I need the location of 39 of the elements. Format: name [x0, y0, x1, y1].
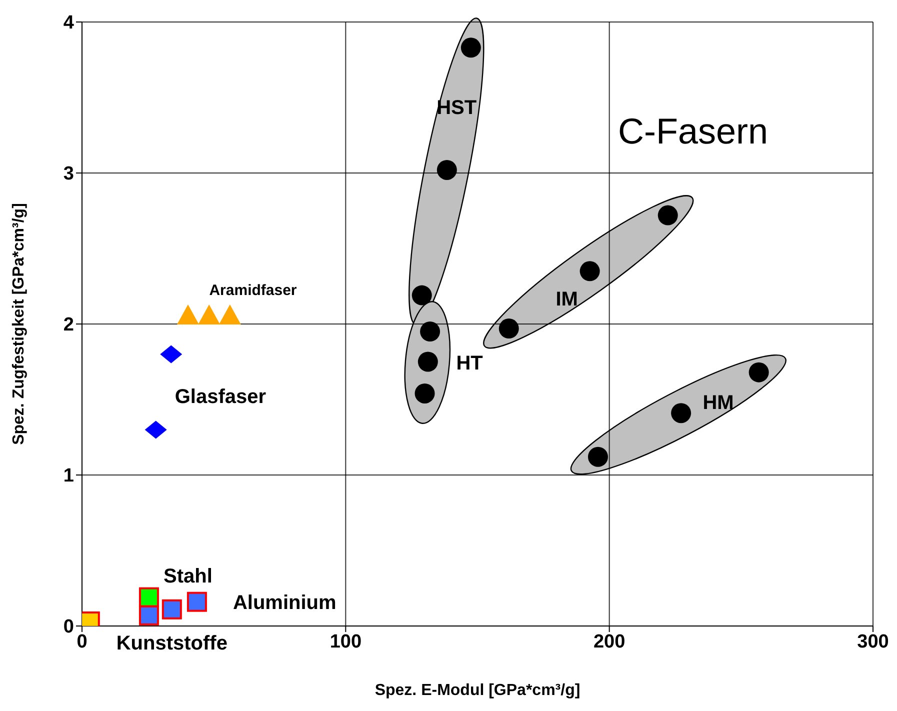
- series-label: Aluminium: [232, 592, 336, 614]
- y-tick-label: 3: [63, 164, 74, 185]
- y-axis-title: Spez. Zugfestigkeit [GPa*cm³/g]: [10, 203, 28, 445]
- annotation: C-Fasern: [618, 110, 768, 152]
- series-label: IM: [556, 288, 578, 311]
- point: [420, 322, 440, 342]
- y-tick-label: 1: [63, 466, 74, 487]
- point: [671, 403, 692, 424]
- x-tick-label: 200: [593, 631, 626, 652]
- x-tick-label: 300: [857, 631, 889, 652]
- series-label: HT: [456, 352, 483, 374]
- point: [138, 587, 159, 608]
- series-label: Glasfaser: [174, 386, 266, 408]
- point: [658, 205, 678, 226]
- series-label: Kunststoffe: [116, 632, 228, 654]
- y-tick-label: 0: [63, 616, 74, 638]
- x-axis-title: Spez. E-Modul [GPa*cm³/g]: [374, 682, 580, 699]
- point: [414, 383, 435, 404]
- series-label: Stahl: [164, 565, 212, 588]
- point: [186, 592, 207, 612]
- point: [588, 446, 608, 467]
- x-tick-label: 100: [330, 631, 362, 652]
- series-label: HM: [702, 392, 734, 414]
- y-tick-label: 4: [63, 12, 74, 34]
- point: [412, 285, 432, 306]
- y-tick-label: 2: [63, 314, 74, 336]
- point: [418, 352, 438, 372]
- point: [138, 605, 159, 626]
- point: [144, 420, 167, 439]
- point: [460, 38, 481, 58]
- point: [160, 345, 182, 364]
- x-tick-label: 0: [76, 631, 88, 652]
- series-label: HST: [436, 96, 477, 119]
- point: [162, 599, 182, 620]
- point: [580, 261, 600, 282]
- point: [748, 362, 769, 382]
- point: [436, 160, 457, 180]
- point: [498, 318, 519, 339]
- series-label: Aramidfaser: [209, 282, 297, 299]
